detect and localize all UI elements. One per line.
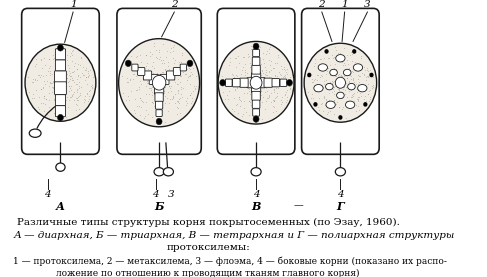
Circle shape [363,102,368,107]
Circle shape [156,118,162,125]
Text: 3: 3 [364,0,371,9]
Circle shape [253,43,259,50]
Ellipse shape [326,83,333,90]
FancyBboxPatch shape [56,60,66,71]
Text: 2: 2 [171,0,178,9]
Circle shape [125,60,131,66]
Ellipse shape [326,101,335,109]
FancyBboxPatch shape [256,78,265,88]
FancyBboxPatch shape [132,64,138,71]
Ellipse shape [345,101,355,109]
Circle shape [119,39,200,127]
Circle shape [352,49,356,54]
FancyBboxPatch shape [21,8,99,154]
FancyBboxPatch shape [253,109,260,116]
FancyBboxPatch shape [56,49,66,60]
FancyBboxPatch shape [233,79,240,87]
FancyBboxPatch shape [272,79,280,87]
FancyBboxPatch shape [180,64,187,71]
Ellipse shape [354,64,363,71]
Text: 4: 4 [152,190,159,199]
Ellipse shape [336,168,345,176]
Ellipse shape [330,69,337,76]
Text: ложение по отношению к проводящим тканям главного корня): ложение по отношению к проводящим тканям… [56,269,360,277]
FancyBboxPatch shape [252,91,260,101]
FancyBboxPatch shape [217,8,295,154]
FancyBboxPatch shape [156,110,162,117]
Text: 2: 2 [318,0,325,9]
Text: 3: 3 [168,190,174,199]
Circle shape [152,75,166,90]
Text: протоксилемы:: протоксилемы: [166,243,250,252]
Text: В: В [251,201,261,212]
Circle shape [218,42,294,124]
Text: 1 — протоксилема, 2 — метаксилема, 3 — флоэма, 4 — боковые корни (показано их ра: 1 — протоксилема, 2 — метаксилема, 3 — ф… [13,256,447,266]
Text: 1: 1 [70,0,76,9]
FancyBboxPatch shape [56,106,66,117]
Text: 4: 4 [337,190,344,199]
Ellipse shape [348,83,355,90]
Text: —: — [293,201,303,210]
Text: Г: Г [337,201,344,212]
FancyBboxPatch shape [251,73,261,83]
FancyBboxPatch shape [252,57,260,65]
Text: Б: Б [154,201,164,212]
FancyBboxPatch shape [252,65,260,74]
Circle shape [57,114,63,121]
FancyBboxPatch shape [143,71,151,80]
FancyBboxPatch shape [264,78,272,87]
FancyBboxPatch shape [280,79,287,86]
Text: 4: 4 [44,190,51,199]
FancyBboxPatch shape [155,101,163,109]
FancyBboxPatch shape [160,74,169,84]
FancyBboxPatch shape [253,49,260,57]
Ellipse shape [56,163,65,171]
FancyBboxPatch shape [149,74,158,84]
Ellipse shape [318,64,327,71]
Text: Различные типы структуры корня покрытосеменных (по Эзау, 1960).: Различные типы структуры корня покрытосе… [17,218,399,227]
Circle shape [250,76,262,89]
Circle shape [57,45,63,51]
FancyBboxPatch shape [155,93,163,102]
FancyBboxPatch shape [251,83,261,93]
Circle shape [313,102,318,107]
FancyBboxPatch shape [247,78,256,88]
FancyBboxPatch shape [301,8,379,154]
FancyBboxPatch shape [55,71,66,84]
FancyBboxPatch shape [154,84,164,94]
FancyBboxPatch shape [225,79,232,86]
Circle shape [336,77,345,88]
FancyBboxPatch shape [138,68,145,75]
Ellipse shape [163,168,173,176]
FancyBboxPatch shape [56,95,66,106]
Circle shape [370,73,374,77]
Ellipse shape [251,168,261,176]
Ellipse shape [357,84,367,92]
Ellipse shape [336,55,345,62]
FancyBboxPatch shape [117,8,201,154]
FancyBboxPatch shape [167,71,175,80]
Circle shape [324,49,329,54]
FancyBboxPatch shape [173,68,181,75]
Circle shape [220,79,225,86]
Text: 4: 4 [253,190,260,199]
Text: А — диархная, Б — триархная, В — тетрархная и Г — полиархная структуры: А — диархная, Б — триархная, В — тетрарх… [13,230,454,240]
Circle shape [187,60,193,66]
Circle shape [25,44,96,121]
FancyBboxPatch shape [252,100,260,108]
Circle shape [304,43,376,122]
Ellipse shape [314,84,323,92]
Circle shape [286,79,292,86]
FancyBboxPatch shape [240,78,248,87]
Ellipse shape [29,129,41,137]
Ellipse shape [154,168,164,176]
Text: 1: 1 [341,0,348,9]
Circle shape [307,73,311,77]
Ellipse shape [343,69,351,76]
Text: А: А [56,201,65,212]
Circle shape [338,115,342,120]
Ellipse shape [337,92,344,99]
Circle shape [253,116,259,122]
FancyBboxPatch shape [55,82,66,95]
